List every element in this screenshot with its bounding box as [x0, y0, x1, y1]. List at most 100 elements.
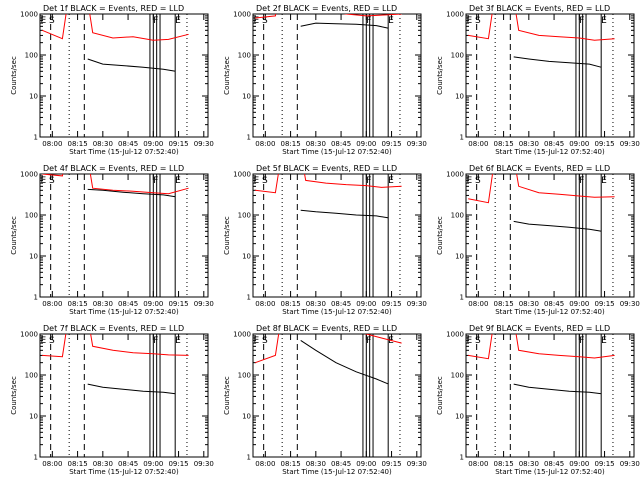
panel-det-4: Det 4f BLACK = Events, RED = LLD 1 10 100 10…	[10, 164, 214, 316]
marker-letter: F	[579, 16, 584, 26]
x-tick-label: 08:45	[544, 460, 564, 468]
x-axis-label: Start Time (15-Jul-12 07:52:40)	[282, 308, 392, 316]
x-tick-label: 09:15	[168, 140, 188, 148]
x-axis-label: Start Time (15-Jul-12 07:52:40)	[495, 148, 605, 156]
x-tick-label: 09:15	[594, 140, 614, 148]
y-tick-label: 1000	[233, 331, 251, 339]
x-tick-label: 08:00	[255, 460, 275, 468]
x-tick-label: 08:45	[331, 460, 351, 468]
y-axis-label: Counts/sec	[436, 56, 444, 95]
y-tick-label: 10	[29, 93, 38, 101]
x-tick-label: 09:15	[381, 140, 401, 148]
x-tick-label: 08:00	[42, 140, 62, 148]
x-tick-label: 09:30	[407, 300, 427, 308]
marker-letter: S	[262, 176, 268, 186]
marker-letter: F	[579, 176, 584, 186]
x-tick-label: 09:30	[194, 140, 214, 148]
plot-frame	[39, 333, 209, 458]
x-tick-label: 08:30	[519, 300, 539, 308]
x-tick-label: 09:00	[143, 300, 163, 308]
x-tick-label: 08:15	[493, 300, 513, 308]
plot-frame	[465, 173, 635, 298]
x-tick-label: 08:00	[468, 140, 488, 148]
y-axis-label: Counts/sec	[223, 216, 231, 255]
x-tick-label: 09:30	[620, 460, 640, 468]
series-events-line	[87, 383, 176, 395]
x-axis-label: Start Time (15-Jul-12 07:52:40)	[69, 468, 179, 476]
x-tick-label: 08:15	[67, 140, 87, 148]
series-events-line	[300, 209, 389, 219]
panel-det-8: Det 8f BLACK = Events, RED = LLD 1 10 100 10…	[223, 324, 427, 476]
series-lld-line	[42, 334, 189, 358]
y-tick-label: 10	[242, 93, 251, 101]
x-tick-label: 08:15	[280, 460, 300, 468]
panel-det-1: Det 1f BLACK = Events, RED = LLD 1 10 100 10…	[10, 4, 214, 156]
y-tick-label: 1000	[20, 11, 38, 19]
x-tick-label: 08:45	[331, 300, 351, 308]
x-axis-label: Start Time (15-Jul-12 07:52:40)	[495, 468, 605, 476]
plot-frame	[39, 173, 209, 298]
marker-letter: E	[388, 176, 394, 186]
y-tick-label: 1	[34, 294, 38, 302]
marker-letter: F	[153, 16, 158, 26]
x-tick-label: 08:00	[468, 460, 488, 468]
x-axis-label: Start Time (15-Jul-12 07:52:40)	[69, 308, 179, 316]
x-tick-label: 09:00	[356, 140, 376, 148]
x-axis-label: Start Time (15-Jul-12 07:52:40)	[495, 308, 605, 316]
marker-letter: F	[366, 336, 371, 346]
x-tick-label: 08:30	[93, 460, 113, 468]
marker-letter: E	[41, 16, 47, 26]
panel-det-2: Det 2f BLACK = Events, RED = LLD 1 10 100 10…	[223, 4, 427, 156]
marker-letter: E	[388, 16, 394, 26]
panel-title: Det 2f BLACK = Events, RED = LLD	[256, 4, 397, 13]
x-tick-label: 08:30	[93, 140, 113, 148]
x-tick-label: 09:00	[569, 460, 589, 468]
marker-letter: S	[475, 176, 481, 186]
x-tick-label: 08:30	[519, 460, 539, 468]
x-tick-label: 09:30	[620, 300, 640, 308]
marker-letter: S	[49, 336, 55, 346]
x-tick-label: 08:00	[42, 300, 62, 308]
y-tick-label: 1	[460, 294, 464, 302]
y-tick-label: 1	[247, 134, 251, 142]
x-tick-label: 08:30	[519, 140, 539, 148]
panel-det-9: Det 9f BLACK = Events, RED = LLD 1 10 100 10…	[436, 324, 640, 476]
x-tick-label: 09:30	[407, 140, 427, 148]
y-tick-label: 1	[460, 454, 464, 462]
marker-letter: E	[601, 16, 607, 26]
x-tick-label: 09:00	[569, 300, 589, 308]
series-lld-line	[468, 14, 615, 41]
series-lld-line	[255, 14, 402, 19]
x-tick-label: 08:15	[493, 140, 513, 148]
y-axis-label: Counts/sec	[436, 216, 444, 255]
x-tick-label: 08:45	[118, 460, 138, 468]
panel-title: Det 6f BLACK = Events, RED = LLD	[469, 164, 610, 173]
series-events-line	[513, 383, 602, 395]
marker-letter: S	[475, 336, 481, 346]
x-tick-label: 08:15	[280, 140, 300, 148]
series-lld-line	[42, 174, 189, 195]
marker-letter: E	[41, 336, 47, 346]
series-events-line	[513, 56, 602, 68]
x-tick-label: 08:45	[544, 300, 564, 308]
x-tick-label: 08:15	[67, 300, 87, 308]
y-tick-label: 10	[242, 413, 251, 421]
series-events-line	[300, 22, 389, 29]
x-tick-label: 08:00	[468, 300, 488, 308]
marker-letter: E	[388, 336, 394, 346]
y-tick-label: 10	[29, 413, 38, 421]
x-tick-label: 09:15	[381, 300, 401, 308]
plot-frame	[465, 13, 635, 138]
panel-det-7: Det 7f BLACK = Events, RED = LLD 1 10 100 10…	[10, 324, 214, 476]
panel-det-6: Det 6f BLACK = Events, RED = LLD 1 10 100 10…	[436, 164, 640, 316]
marker-letter: E	[601, 176, 607, 186]
y-tick-label: 10	[29, 253, 38, 261]
y-tick-label: 10	[455, 93, 464, 101]
plot-frame	[39, 13, 209, 138]
y-tick-label: 1	[247, 454, 251, 462]
y-tick-label: 100	[451, 212, 464, 220]
marker-letter: S	[49, 16, 55, 26]
series-events-line	[513, 220, 602, 232]
x-tick-label: 09:15	[168, 460, 188, 468]
